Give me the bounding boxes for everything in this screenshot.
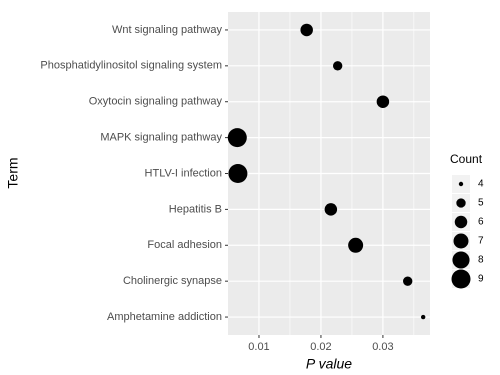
legend-label: 4 [478,179,484,190]
legend-key [454,215,468,229]
legend-label: 8 [478,255,484,266]
y-tick-label: HTLV-I infection [145,167,222,179]
y-tick-label: Cholinergic synapse [123,275,222,287]
point [300,23,313,37]
legend-title: Count [450,152,483,166]
legend-key [452,251,470,269]
point [227,128,247,148]
legend-key [451,269,471,289]
legend-key [456,198,466,208]
x-tick-label: 0.03 [372,341,393,353]
legend-key [453,233,469,249]
y-tick-label: Wnt signaling pathway [112,24,223,36]
point [332,61,343,71]
point [324,203,338,216]
legend-label: 5 [478,198,484,209]
x-axis-title: P value [306,356,352,372]
y-tick-label: MAPK signaling pathway [100,132,222,144]
y-tick-label: Focal adhesion [147,239,222,251]
y-tick-label: Phosphatidylinositol signaling system [40,60,222,72]
point [376,95,390,108]
point [420,314,426,320]
point [403,276,413,286]
legend-key [458,181,464,187]
y-tick-label: Oxytocin signaling pathway [89,96,223,108]
legend-label: 6 [478,217,484,228]
x-tick-label: 0.02 [310,341,331,353]
point [228,164,248,183]
legend-label: 7 [478,236,484,247]
point [348,237,364,253]
y-tick-label: Hepatitis B [169,203,222,215]
y-tick-label: Amphetamine addiction [107,311,222,323]
x-tick-label: 0.01 [248,341,269,353]
y-axis-title: Term [5,157,21,188]
legend-label: 9 [478,274,484,285]
